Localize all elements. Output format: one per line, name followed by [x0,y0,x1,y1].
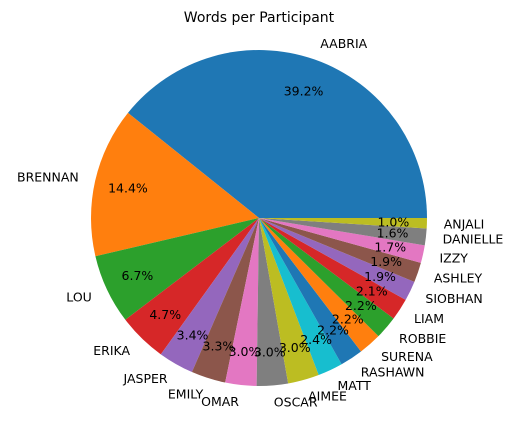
slice-label-ashley: ASHLEY [434,270,483,285]
pct-label-lou: 6.7% [122,268,154,283]
pct-label-anjali: 1.0% [377,215,409,230]
slice-label-anjali: ANJALI [444,216,485,231]
slice-label-aabria: AABRIA [320,36,367,51]
slice-label-rashawn: RASHAWN [361,365,425,380]
pct-label-izzy: 1.7% [374,239,406,254]
slice-label-erika: ERIKA [93,343,130,358]
slice-label-omar: OMAR [201,394,239,409]
pct-label-ashley: 1.9% [370,254,402,269]
slice-label-danielle: DANIELLE [443,231,504,246]
slice-label-siobhan: SIOBHAN [425,291,482,306]
chart-title: Words per Participant [184,10,335,26]
slice-label-jasper: JASPER [123,371,168,386]
slice-label-surena: SURENA [381,349,433,364]
pct-label-brennan: 14.4% [108,181,148,196]
pct-label-erika: 4.7% [149,307,181,322]
pct-label-surena: 2.2% [332,311,364,326]
slice-label-izzy: IZZY [439,250,468,265]
slice-label-lou: LOU [66,289,92,304]
slice-label-liam: LIAM [414,311,444,326]
pct-label-siobhan: 1.9% [364,269,396,284]
slice-label-brennan: BRENNAN [17,170,79,185]
slice-label-matt: MATT [337,378,371,393]
slice-label-emily: EMILY [168,387,204,402]
pct-label-robbie: 2.2% [345,298,377,313]
pct-label-aabria: 39.2% [284,84,324,99]
pct-label-liam: 2.1% [356,284,388,299]
slice-label-robbie: ROBBIE [399,331,446,346]
